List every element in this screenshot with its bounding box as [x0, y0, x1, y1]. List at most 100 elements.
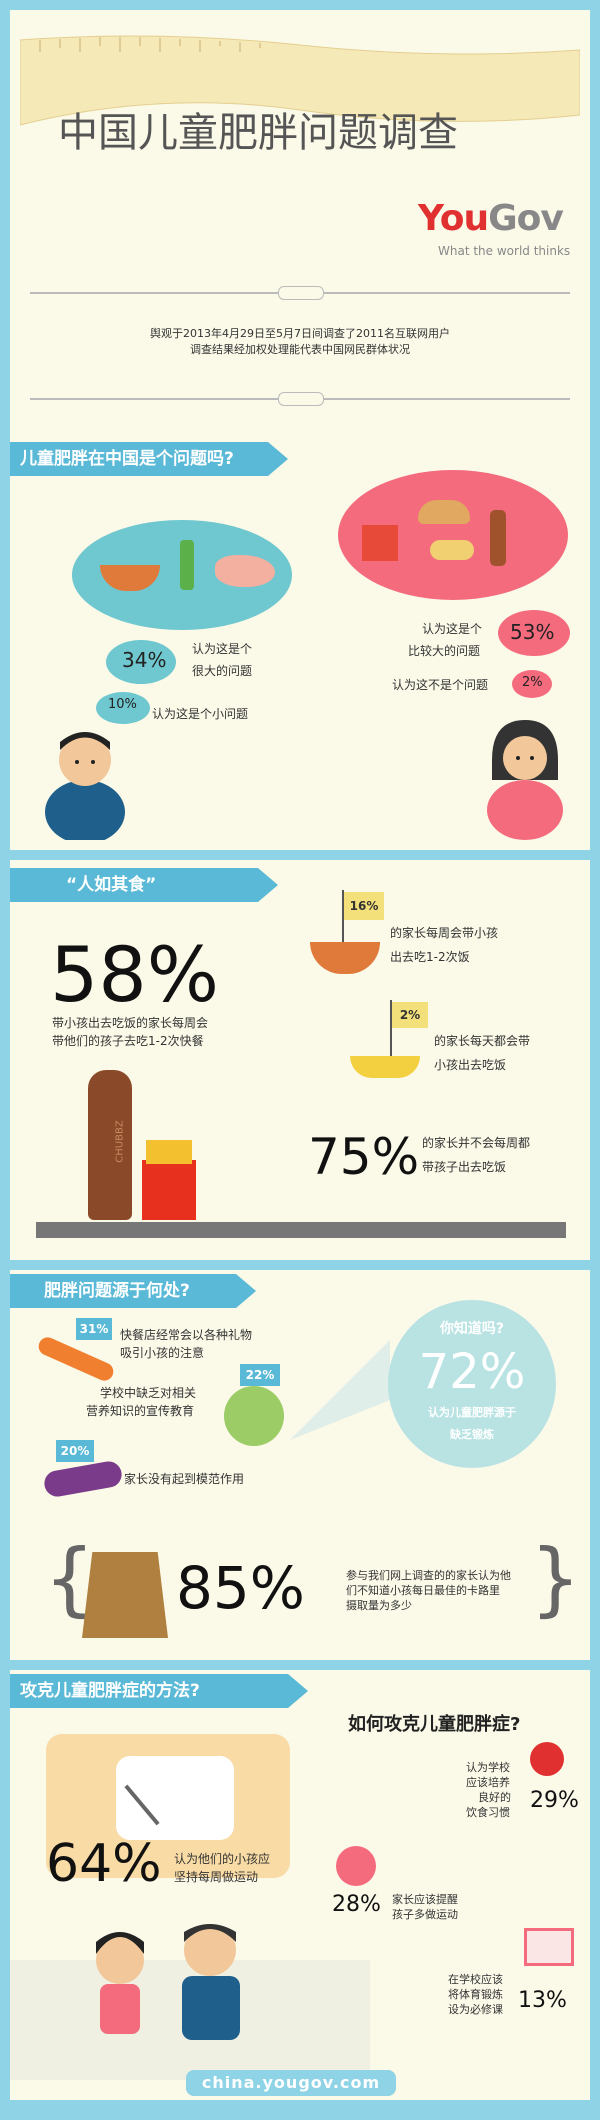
text-16-line2: 出去吃1-2次饭	[390, 950, 470, 964]
bottle-label: CHUBBZ	[114, 1120, 126, 1163]
ribbon-cause: 肥胖问题源于何处?	[10, 1274, 256, 1308]
text-31-line1: 快餐店经常会以各种礼物	[120, 1328, 253, 1342]
section-separator-2	[10, 1260, 590, 1270]
r3-line3: 设为必修课	[448, 2003, 503, 2016]
intro-line-1: 舆观于2013年4月29日至5月7日间调查了2011名互联网用户	[150, 327, 450, 340]
divider-ornament-bottom	[278, 392, 324, 406]
pct-53: 53%	[510, 620, 555, 644]
eggplant-icon	[42, 1459, 124, 1499]
text-20: 家长没有起到模范作用	[124, 1472, 245, 1486]
boat-icon	[350, 1056, 420, 1078]
header-section: 中国儿童肥胖问题调查 YouGov What the world thinks …	[10, 10, 590, 430]
ribbon-eat: “人如其食”	[10, 868, 278, 902]
tape-measure-banner	[20, 35, 580, 126]
bread-icon	[418, 500, 470, 524]
text-64-line1: 认为他们的小孩应	[174, 1852, 271, 1866]
apple-icon	[530, 1742, 564, 1776]
pct-34: 34%	[122, 648, 167, 672]
text-72-line1: 认为儿童肥胖源于	[428, 1406, 516, 1419]
meat-icon	[215, 555, 275, 587]
logo-you: You	[418, 198, 489, 239]
pct-64: 64%	[46, 1834, 162, 1894]
bubble-2	[512, 670, 552, 698]
text-34-line1: 认为这是个	[192, 642, 253, 656]
ribbon-solutions: 攻克儿童肥胖症的方法?	[10, 1674, 308, 1708]
girl-illustration	[487, 720, 563, 840]
bubble-34	[106, 640, 176, 684]
section-separator-3	[10, 1660, 590, 1670]
r2-line1: 家长应该提醒	[392, 1893, 458, 1906]
text-64-line2: 坚持每周做运动	[174, 1870, 259, 1884]
bubble-53	[498, 610, 570, 656]
section-cause: 肥胖问题源于何处? 31% 快餐店经常会以各种礼物 吸引小孩的注意 22% 学校…	[10, 1270, 590, 1660]
cola-bottle-icon	[490, 510, 506, 566]
text-75-line1: 的家长并不会每周都	[422, 1136, 531, 1150]
r3-pct: 13%	[518, 1988, 567, 2013]
certificate-icon	[524, 1928, 574, 1966]
bottle-icon	[180, 540, 194, 590]
section-separator-1	[10, 850, 590, 860]
pct-22-box: 22%	[240, 1364, 280, 1386]
r3-line2: 将体育锻炼	[448, 1988, 503, 2001]
divider-ornament-top	[278, 286, 324, 300]
ribbon-is-problem: 儿童肥胖在中国是个问题吗?	[10, 442, 288, 476]
callout-pointer	[290, 1340, 390, 1440]
r1-line3: 良好的	[478, 1791, 511, 1804]
text-53-line1: 认为这是个	[422, 622, 483, 636]
r2-pct: 28%	[332, 1892, 381, 1917]
kids-illustration	[96, 1924, 240, 2040]
pct-72: 72%	[418, 1344, 526, 1400]
pct-20-box: 20%	[56, 1440, 94, 1462]
text-31-line2: 吸引小孩的注意	[120, 1346, 205, 1360]
text-16-line1: 的家长每周会带小孩	[390, 926, 499, 940]
text-22-line1: 学校中缺乏对相关	[100, 1386, 197, 1400]
fries-top	[146, 1140, 192, 1164]
r1-pct: 29%	[530, 1788, 579, 1813]
flag-pole-1	[342, 890, 344, 950]
r1-line1: 认为学校	[466, 1761, 510, 1774]
flag-16: 16%	[344, 892, 384, 920]
soda-bottle-icon	[88, 1070, 132, 1220]
shrimp-icon	[430, 540, 474, 560]
footer-url[interactable]: china.yougov.com	[186, 2070, 396, 2096]
did-you-know-title: 你知道吗?	[439, 1321, 505, 1337]
text-85-line2: 们不知道小孩每日最佳的卡路里	[346, 1584, 500, 1597]
fries-box-icon	[142, 1160, 196, 1220]
noodle-bowl-icon	[310, 942, 380, 974]
text-10: 认为这是个小问题	[152, 707, 249, 721]
section-solutions: 攻克儿童肥胖症的方法? 如何攻克儿童肥胖症? 64% 认为他们的小孩应 坚持每周…	[10, 1670, 590, 2100]
boy-illustration	[45, 732, 125, 840]
did-you-know-circle	[388, 1300, 556, 1468]
text-2: 认为这不是个问题	[392, 678, 489, 692]
cabbage-icon	[224, 1386, 284, 1446]
text-53-line2: 比较大的问题	[408, 644, 481, 658]
yougov-logo: YouGov	[418, 198, 564, 239]
text-34-line2: 很大的问题	[192, 664, 253, 678]
table-bar	[36, 1222, 566, 1238]
infographic-page: 中国儿童肥胖问题调查 YouGov What the world thinks …	[10, 10, 590, 2100]
text-85-line3: 摄取量为多少	[346, 1599, 412, 1612]
tagline: What the world thinks	[438, 244, 571, 258]
page-title: 中国儿童肥胖问题调查	[58, 110, 458, 156]
fries-icon	[362, 525, 398, 561]
text-2b-line2: 小孩出去吃饭	[434, 1058, 507, 1072]
text-58-line2: 带他们的孩子去吃1-2次快餐	[52, 1034, 204, 1048]
carrot-icon	[35, 1334, 117, 1384]
text-85-line1: 参与我们网上调查的的家长认为他	[346, 1569, 511, 1582]
r3-line1: 在学校应该	[448, 1973, 503, 1986]
text-22-line2: 营养知识的宣传教育	[86, 1404, 195, 1418]
brace-right: }	[530, 1532, 581, 1625]
grocery-bag-icon	[82, 1552, 168, 1638]
pct-58: 58%	[50, 930, 219, 1019]
intro-line-2: 调查结果经加权处理能代表中国网民群体状况	[190, 343, 410, 356]
text-2b-line1: 的家长每天都会带	[434, 1034, 531, 1048]
solutions-title: 如何攻克儿童肥胖症?	[348, 1714, 521, 1735]
pct-31-box: 31%	[76, 1318, 112, 1340]
section-is-problem: 儿童肥胖在中国是个问题吗? 34% 认为这是个 很大的问题 10% 认为这是个小…	[10, 430, 590, 850]
text-75-line2: 带孩子出去吃饭	[422, 1160, 507, 1174]
logo-gov: Gov	[488, 198, 564, 239]
pct-2: 2%	[522, 675, 543, 690]
text-58-line1: 带小孩出去吃饭的家长每周会	[52, 1016, 209, 1030]
flag-pole-2	[390, 1000, 392, 1060]
r1-line2: 应该培养	[466, 1776, 510, 1789]
